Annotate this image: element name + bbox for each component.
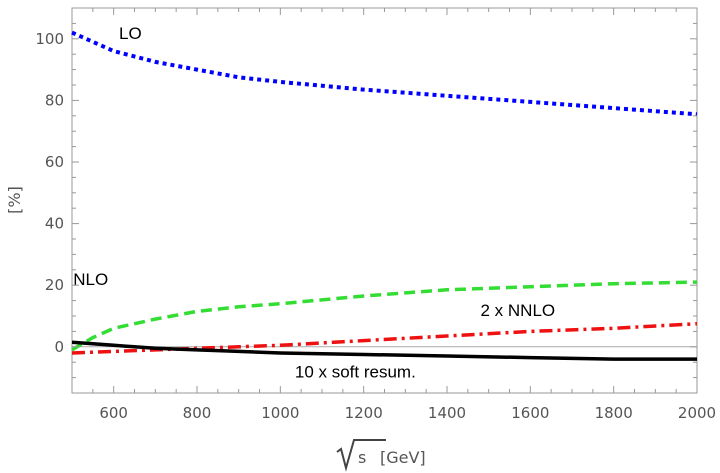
- x-axis-unit: [GeV]: [380, 448, 426, 467]
- radical-sign: [336, 439, 386, 472]
- x-tick-label: 800: [183, 404, 212, 422]
- sqrt-s-symbol: s: [336, 439, 386, 472]
- y-tick-label: 20: [45, 276, 64, 294]
- series-label: LO: [119, 24, 142, 43]
- series-line-nlo: [71, 280, 698, 352]
- x-tick-label: 1600: [511, 404, 549, 422]
- series-line-2-x-nnlo: [71, 321, 698, 355]
- x-tick-label: 1400: [428, 404, 466, 422]
- series-label: 10 x soft resum.: [295, 363, 416, 382]
- series-label: NLO: [73, 270, 108, 289]
- plot-area: LO NLO 2 x NNLO 10 x soft resum.: [71, 7, 698, 394]
- series-label: 2 x NNLO: [481, 301, 556, 320]
- x-tick-label: 1800: [595, 404, 633, 422]
- y-tick-label: 0: [54, 338, 64, 356]
- y-tick-label: 80: [45, 91, 64, 109]
- y-axis: 0 20 40 60 80 100: [35, 7, 697, 379]
- y-axis-title: [%]: [5, 186, 24, 214]
- x-tick-label: 1200: [345, 404, 383, 422]
- x-axis-title: s [GeV]: [336, 439, 426, 472]
- y-tick-label: 60: [45, 153, 64, 171]
- series-line-lo: [71, 30, 698, 117]
- x-tick-label: 600: [99, 404, 128, 422]
- x-tick-label: 1000: [261, 404, 299, 422]
- y-tick-label: 100: [35, 30, 64, 48]
- series-line-10-x-soft-resum-: [71, 340, 697, 361]
- x-tick-label: 2000: [678, 404, 716, 422]
- x-axis: 600 800 1000 1200 1400 1600 1800 2000: [71, 8, 716, 422]
- sqrt-s-letter: s: [358, 448, 366, 467]
- y-tick-label: 40: [45, 215, 64, 233]
